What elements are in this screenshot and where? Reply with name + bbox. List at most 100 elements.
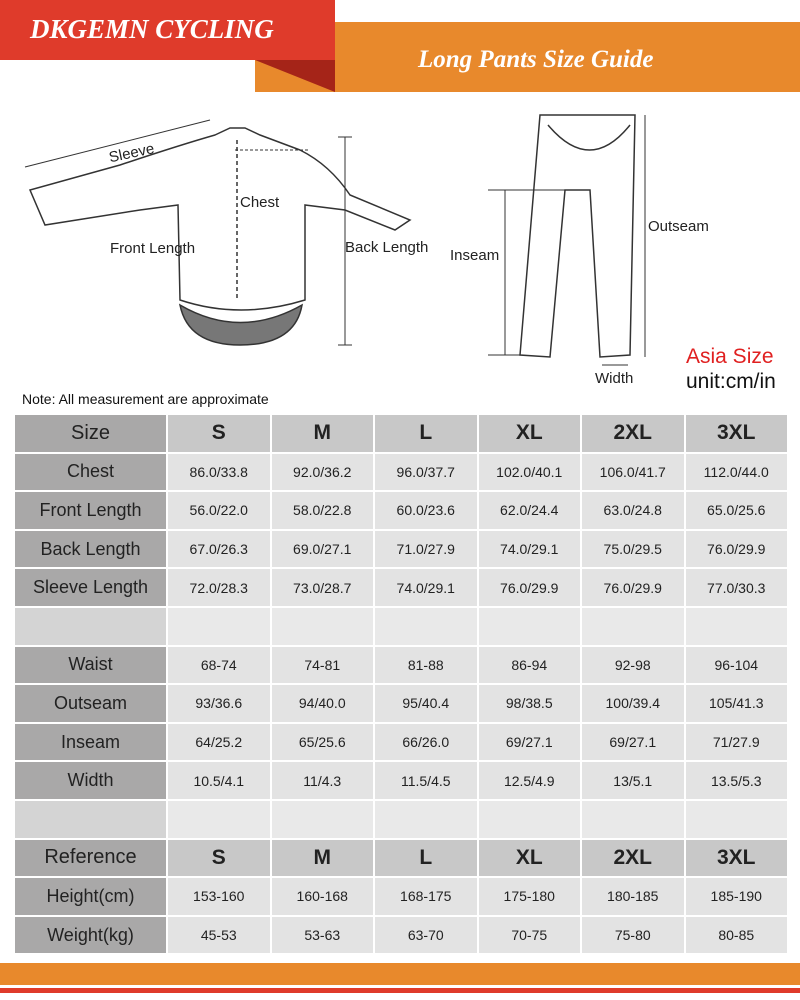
value-cell: 74.0/29.1 xyxy=(478,530,580,568)
row-label: Width xyxy=(15,762,166,799)
value-cell: 92.0/36.2 xyxy=(271,453,373,491)
brand-bar xyxy=(0,0,335,60)
spacer-cell xyxy=(168,801,270,838)
value-cell: 73.0/28.7 xyxy=(271,569,373,606)
row-label: Back Length xyxy=(15,530,166,568)
size-header: M xyxy=(271,415,373,452)
value-cell: 168-175 xyxy=(375,878,477,915)
value-cell: 92-98 xyxy=(582,646,684,684)
value-cell: 71.0/27.9 xyxy=(375,530,477,568)
value-cell: 65.0/25.6 xyxy=(685,492,787,529)
spacer-cell xyxy=(375,801,477,838)
row-label: Outseam xyxy=(15,685,166,722)
row-label: Waist xyxy=(15,646,166,684)
label-width: Width xyxy=(595,370,633,387)
label-front-length: Front Length xyxy=(110,240,195,257)
row-label: Sleeve Length xyxy=(15,569,166,606)
row-label: Weight(kg) xyxy=(15,916,166,954)
value-cell: 10.5/4.1 xyxy=(168,762,270,799)
value-cell: 70-75 xyxy=(478,916,580,954)
value-cell: 86.0/33.8 xyxy=(168,453,270,491)
row-label: Height(cm) xyxy=(15,878,166,915)
spacer-cell xyxy=(685,801,787,838)
value-cell: 153-160 xyxy=(168,878,270,915)
value-cell: 180-185 xyxy=(582,878,684,915)
value-cell: 185-190 xyxy=(685,878,787,915)
value-cell: 81-88 xyxy=(375,646,477,684)
value-cell: 86-94 xyxy=(478,646,580,684)
value-cell: 13/5.1 xyxy=(582,762,684,799)
value-cell: 58.0/22.8 xyxy=(271,492,373,529)
value-cell: 64/25.2 xyxy=(168,723,270,761)
fold xyxy=(255,60,335,92)
spacer-cell xyxy=(478,608,580,645)
value-cell: 69/27.1 xyxy=(582,723,684,761)
value-cell: 74-81 xyxy=(271,646,373,684)
spacer-cell xyxy=(685,608,787,645)
value-cell: 66/26.0 xyxy=(375,723,477,761)
row-label: Inseam xyxy=(15,723,166,761)
spacer-cell xyxy=(271,801,373,838)
title-bar xyxy=(255,22,800,92)
value-cell: 102.0/40.1 xyxy=(478,453,580,491)
value-cell: 13.5/5.3 xyxy=(685,762,787,799)
row-label: Chest xyxy=(15,453,166,491)
spacer-cell xyxy=(478,801,580,838)
value-cell: 77.0/30.3 xyxy=(685,569,787,606)
unit: unit:cm/in xyxy=(686,370,776,393)
spacer-cell xyxy=(271,608,373,645)
size-header: L xyxy=(375,839,477,877)
value-cell: 175-180 xyxy=(478,878,580,915)
value-cell: 80-85 xyxy=(685,916,787,954)
value-cell: 93/36.6 xyxy=(168,685,270,722)
value-cell: 76.0/29.9 xyxy=(582,569,684,606)
footer-line xyxy=(0,988,800,993)
value-cell: 76.0/29.9 xyxy=(685,530,787,568)
value-cell: 112.0/44.0 xyxy=(685,453,787,491)
value-cell: 75-80 xyxy=(582,916,684,954)
title: Long Pants Size Guide xyxy=(418,46,654,73)
value-cell: 12.5/4.9 xyxy=(478,762,580,799)
spacer-cell xyxy=(15,608,166,645)
header-label: Size xyxy=(15,415,166,452)
value-cell: 67.0/26.3 xyxy=(168,530,270,568)
value-cell: 56.0/22.0 xyxy=(168,492,270,529)
row-label: Front Length xyxy=(15,492,166,529)
size-system: Asia Size xyxy=(686,345,774,368)
value-cell: 96-104 xyxy=(685,646,787,684)
value-cell: 76.0/29.9 xyxy=(478,569,580,606)
value-cell: 60.0/23.6 xyxy=(375,492,477,529)
value-cell: 72.0/28.3 xyxy=(168,569,270,606)
label-inseam: Inseam xyxy=(450,247,499,264)
size-header: M xyxy=(271,839,373,877)
size-header: 3XL xyxy=(685,415,787,452)
label-back-length: Back Length xyxy=(345,239,428,256)
value-cell: 96.0/37.7 xyxy=(375,453,477,491)
size-header: XL xyxy=(478,839,580,877)
value-cell: 98/38.5 xyxy=(478,685,580,722)
value-cell: 95/40.4 xyxy=(375,685,477,722)
value-cell: 68-74 xyxy=(168,646,270,684)
size-header: S xyxy=(168,839,270,877)
spacer-cell xyxy=(15,801,166,838)
value-cell: 100/39.4 xyxy=(582,685,684,722)
value-cell: 45-53 xyxy=(168,916,270,954)
spacer-cell xyxy=(582,608,684,645)
value-cell: 63.0/24.8 xyxy=(582,492,684,529)
value-cell: 53-63 xyxy=(271,916,373,954)
size-header: S xyxy=(168,415,270,452)
size-header: 2XL xyxy=(582,839,684,877)
value-cell: 105/41.3 xyxy=(685,685,787,722)
footer-bar xyxy=(0,963,800,985)
header-label: Reference xyxy=(15,839,166,877)
size-header: 3XL xyxy=(685,839,787,877)
spacer-cell xyxy=(582,801,684,838)
value-cell: 69.0/27.1 xyxy=(271,530,373,568)
spacer-cell xyxy=(168,608,270,645)
value-cell: 160-168 xyxy=(271,878,373,915)
value-cell: 75.0/29.5 xyxy=(582,530,684,568)
note: Note: All measurement are approximate xyxy=(22,391,269,407)
value-cell: 11.5/4.5 xyxy=(375,762,477,799)
brand: DKGEMN CYCLING xyxy=(30,14,274,44)
